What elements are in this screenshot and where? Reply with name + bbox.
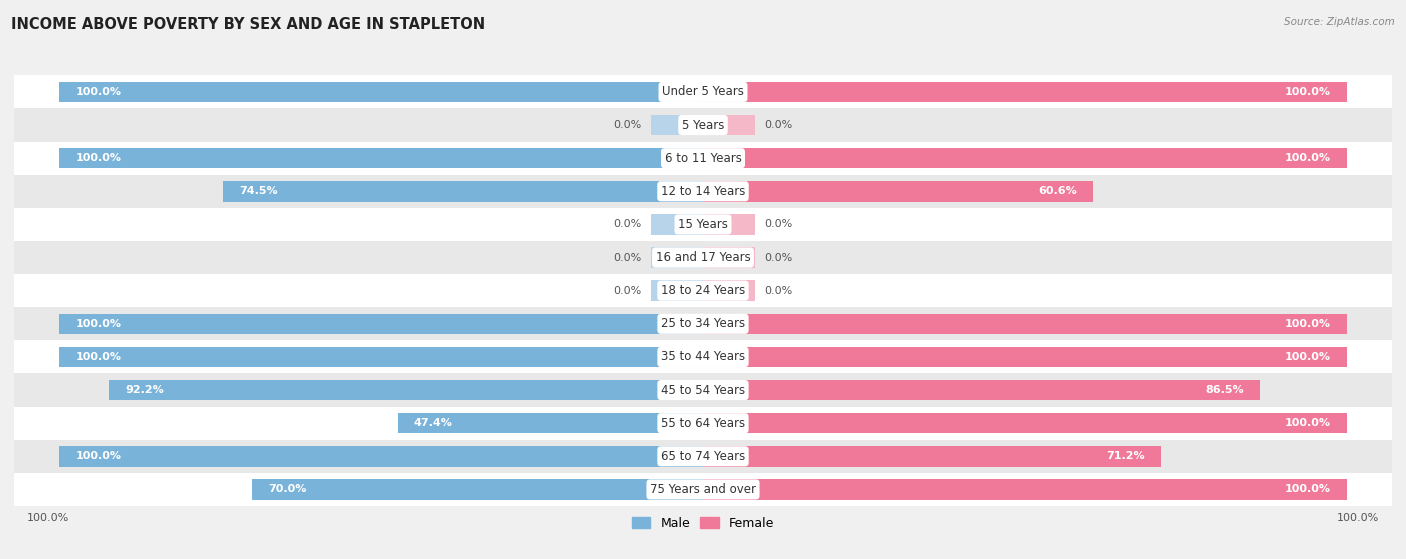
Bar [0, 406, 1406, 440]
Text: 100.0%: 100.0% [1285, 153, 1330, 163]
Bar [0, 274, 1406, 307]
Text: 100.0%: 100.0% [1285, 87, 1330, 97]
Bar [703, 281, 755, 301]
Bar [59, 314, 703, 334]
Text: 86.5%: 86.5% [1205, 385, 1244, 395]
Legend: Male, Female: Male, Female [627, 512, 779, 535]
Text: 25 to 34 Years: 25 to 34 Years [661, 318, 745, 330]
Text: 0.0%: 0.0% [765, 220, 793, 229]
Text: 100.0%: 100.0% [76, 153, 121, 163]
Text: 100.0%: 100.0% [76, 352, 121, 362]
Text: 100.0%: 100.0% [1285, 485, 1330, 495]
Bar [703, 380, 1260, 400]
Bar [0, 340, 1406, 373]
Text: Source: ZipAtlas.com: Source: ZipAtlas.com [1284, 17, 1395, 27]
Bar [0, 75, 1406, 108]
Bar [651, 214, 703, 235]
Text: 15 Years: 15 Years [678, 218, 728, 231]
Bar [59, 347, 703, 367]
Text: 0.0%: 0.0% [765, 286, 793, 296]
Bar [0, 208, 1406, 241]
Text: 0.0%: 0.0% [613, 220, 641, 229]
Text: 0.0%: 0.0% [613, 253, 641, 263]
Bar [703, 479, 1347, 500]
Bar [0, 108, 1406, 141]
Bar [651, 247, 703, 268]
Bar [703, 214, 755, 235]
Bar [651, 281, 703, 301]
Text: 100.0%: 100.0% [1285, 319, 1330, 329]
Bar [0, 440, 1406, 473]
Text: 5 Years: 5 Years [682, 119, 724, 131]
Bar [651, 115, 703, 135]
Text: 16 and 17 Years: 16 and 17 Years [655, 251, 751, 264]
Bar [224, 181, 703, 202]
Text: 0.0%: 0.0% [765, 120, 793, 130]
Text: 100.0%: 100.0% [27, 513, 69, 523]
Text: 100.0%: 100.0% [1337, 513, 1379, 523]
Bar [703, 148, 1347, 168]
Text: 35 to 44 Years: 35 to 44 Years [661, 350, 745, 363]
Text: 74.5%: 74.5% [239, 186, 278, 196]
Text: 65 to 74 Years: 65 to 74 Years [661, 450, 745, 463]
Bar [703, 347, 1347, 367]
Text: INCOME ABOVE POVERTY BY SEX AND AGE IN STAPLETON: INCOME ABOVE POVERTY BY SEX AND AGE IN S… [11, 17, 485, 32]
Bar [703, 82, 1347, 102]
Bar [0, 373, 1406, 406]
Bar [398, 413, 703, 433]
Bar [0, 241, 1406, 274]
Bar [252, 479, 703, 500]
Bar [0, 473, 1406, 506]
Bar [703, 247, 755, 268]
Bar [703, 115, 755, 135]
Bar [0, 141, 1406, 175]
Bar [703, 413, 1347, 433]
Text: 60.6%: 60.6% [1039, 186, 1077, 196]
Text: 12 to 14 Years: 12 to 14 Years [661, 185, 745, 198]
Bar [703, 446, 1161, 467]
Text: 92.2%: 92.2% [125, 385, 165, 395]
Text: 0.0%: 0.0% [613, 120, 641, 130]
Text: 0.0%: 0.0% [613, 286, 641, 296]
Text: 70.0%: 70.0% [269, 485, 307, 495]
Bar [0, 307, 1406, 340]
Text: Under 5 Years: Under 5 Years [662, 86, 744, 98]
Text: 100.0%: 100.0% [1285, 418, 1330, 428]
Text: 100.0%: 100.0% [1285, 352, 1330, 362]
Text: 75 Years and over: 75 Years and over [650, 483, 756, 496]
Bar [703, 181, 1094, 202]
Text: 100.0%: 100.0% [76, 451, 121, 461]
Text: 18 to 24 Years: 18 to 24 Years [661, 284, 745, 297]
Text: 100.0%: 100.0% [76, 87, 121, 97]
Text: 45 to 54 Years: 45 to 54 Years [661, 383, 745, 396]
Bar [703, 314, 1347, 334]
Text: 71.2%: 71.2% [1107, 451, 1146, 461]
Text: 55 to 64 Years: 55 to 64 Years [661, 416, 745, 430]
Text: 6 to 11 Years: 6 to 11 Years [665, 151, 741, 165]
Text: 100.0%: 100.0% [76, 319, 121, 329]
Text: 47.4%: 47.4% [413, 418, 453, 428]
Bar [110, 380, 703, 400]
Text: 0.0%: 0.0% [765, 253, 793, 263]
Bar [0, 175, 1406, 208]
Bar [59, 148, 703, 168]
Bar [59, 446, 703, 467]
Bar [59, 82, 703, 102]
